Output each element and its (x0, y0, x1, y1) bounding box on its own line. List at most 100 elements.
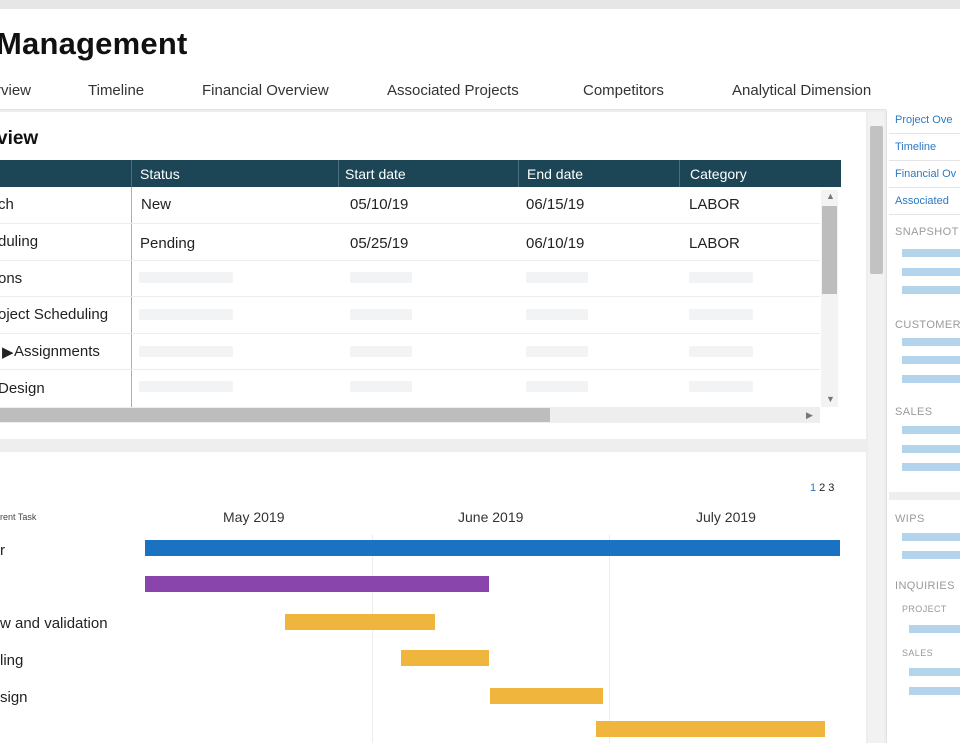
table-row-name[interactable]: ons (0, 270, 23, 287)
nav-divider (889, 214, 960, 215)
gantt-bar[interactable] (145, 540, 840, 556)
placeholder-bar (902, 551, 960, 559)
task-label[interactable]: sign (0, 689, 28, 706)
placeholder-bar (909, 668, 960, 676)
table-cell-category: LABOR (689, 235, 740, 252)
timeline-gridline (372, 535, 373, 743)
tab-associated-projects[interactable]: Associated Projects (387, 82, 519, 99)
placeholder-cell (689, 346, 753, 357)
placeholder-bar (909, 625, 960, 633)
placeholder-bar (902, 249, 960, 257)
placeholder-cell (350, 272, 412, 283)
placeholder-bar (902, 286, 960, 294)
tab-timeline[interactable]: Timeline (88, 82, 145, 99)
column-header-end-date[interactable]: End date (527, 166, 584, 182)
scroll-up-arrow-icon[interactable]: ▲ (826, 191, 835, 201)
table-cell-end-date: 06/15/19 (526, 196, 585, 213)
column-separator (131, 160, 132, 187)
task-label[interactable]: ling (0, 652, 24, 669)
gantt-bar[interactable] (401, 650, 489, 666)
task-label[interactable]: w and validation (0, 615, 108, 632)
placeholder-cell (526, 309, 588, 320)
table-cell-status: New (141, 196, 172, 213)
placeholder-cell (526, 381, 588, 392)
placeholder-cell (689, 272, 753, 283)
table-cell-start-date: 05/25/19 (350, 235, 409, 252)
table-row-name[interactable]: oject Scheduling (0, 306, 109, 323)
placeholder-bar (902, 338, 960, 346)
row-divider (0, 260, 820, 261)
task-column-header: rent Task (0, 512, 37, 522)
month-label: May 2019 (223, 509, 285, 525)
wips-heading: WIPS (895, 513, 925, 525)
placeholder-bar (902, 463, 960, 471)
table-row-name[interactable]: ch (0, 196, 14, 213)
scroll-down-arrow-icon[interactable]: ▼ (826, 394, 835, 404)
page-link-2[interactable]: 2 (819, 482, 826, 494)
customer-heading: CUSTOMER (895, 319, 960, 331)
placeholder-bar (902, 445, 960, 453)
row-divider (0, 369, 820, 370)
placeholder-bar (902, 356, 960, 364)
page-link-3[interactable]: 3 (828, 482, 835, 494)
timeline-gridline (609, 535, 610, 743)
column-separator (679, 160, 680, 187)
placeholder-bar (902, 533, 960, 541)
placeholder-cell (139, 381, 233, 392)
page-link-1[interactable]: 1 (810, 482, 817, 494)
tab-competitors[interactable]: Competitors (583, 82, 664, 99)
gantt-bar[interactable] (285, 614, 435, 630)
main-scrollbar-thumb[interactable] (870, 126, 883, 274)
first-column-divider (131, 187, 132, 407)
table-row-name[interactable]: duling (0, 233, 39, 250)
table-row-name[interactable]: Design (0, 380, 45, 397)
project-subheading: PROJECT (902, 604, 947, 614)
column-header-category[interactable]: Category (690, 166, 747, 182)
nav-link-associated-projects[interactable]: Associated (895, 195, 949, 207)
nav-link-project-overview[interactable]: Project Ove (895, 114, 953, 126)
sales-heading: SALES (895, 406, 933, 418)
expand-triangle-icon[interactable]: ▶ (2, 344, 14, 361)
table-cell-status: Pending (140, 235, 196, 252)
nav-divider (889, 187, 960, 188)
table-cell-end-date: 06/10/19 (526, 235, 585, 252)
table-vertical-scrollbar-thumb[interactable] (822, 206, 837, 294)
gantt-bar[interactable] (596, 721, 825, 737)
tab-overview[interactable]: rview (0, 82, 32, 99)
table-cell-category: LABOR (689, 196, 740, 213)
month-label: July 2019 (696, 509, 756, 525)
scroll-right-arrow-icon[interactable]: ▶ (806, 410, 813, 420)
nav-divider (889, 133, 960, 134)
placeholder-cell (139, 272, 233, 283)
panel-divider (889, 492, 960, 500)
gantt-bar[interactable] (490, 688, 603, 704)
table-header (0, 160, 841, 187)
overview-title: view (0, 128, 39, 149)
placeholder-bar (902, 268, 960, 276)
placeholder-cell (526, 272, 588, 283)
nav-divider (889, 160, 960, 161)
tab-bar: rview Timeline Financial Overview Associ… (0, 82, 960, 104)
tab-divider (0, 109, 886, 110)
placeholder-cell (526, 346, 588, 357)
column-header-start-date[interactable]: Start date (345, 166, 406, 182)
month-label: June 2019 (458, 509, 524, 525)
placeholder-bar (902, 375, 960, 383)
placeholder-cell (139, 309, 233, 320)
nav-link-financial-overview[interactable]: Financial Ov (895, 168, 957, 180)
task-label[interactable]: r (0, 542, 5, 559)
top-bar (0, 0, 960, 9)
placeholder-cell (139, 346, 233, 357)
table-horizontal-scrollbar-thumb[interactable] (0, 408, 550, 422)
tab-analytical-dimension[interactable]: Analytical Dimension (732, 82, 872, 99)
inquiries-heading: INQUIRIES (895, 580, 955, 592)
column-header-status[interactable]: Status (140, 166, 180, 182)
tab-financial-overview[interactable]: Financial Overview (202, 82, 329, 99)
nav-link-timeline[interactable]: Timeline (895, 141, 937, 153)
gantt-bar[interactable] (145, 576, 489, 592)
placeholder-cell (689, 309, 753, 320)
table-row-name[interactable]: Assignments (14, 343, 100, 360)
table-cell-start-date: 05/10/19 (350, 196, 409, 213)
placeholder-cell (689, 381, 753, 392)
